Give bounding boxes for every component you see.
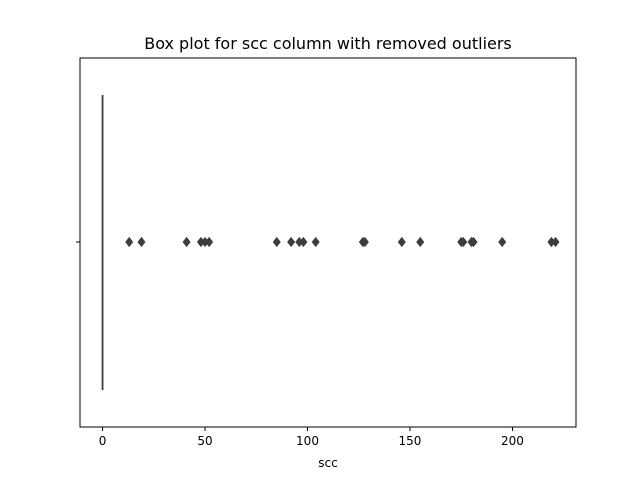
outlier-point [459, 236, 468, 248]
outlier-point [125, 236, 134, 248]
x-tick-label: 50 [197, 434, 212, 448]
outlier-point [137, 236, 146, 248]
outlier-point [469, 236, 478, 248]
outlier-point [416, 236, 425, 248]
x-tick-label: 0 [99, 434, 107, 448]
outlier-point [397, 236, 406, 248]
x-axis-ticks: 0 50 100 150 200 [99, 427, 524, 448]
outlier-point [205, 236, 214, 248]
outlier-point [360, 236, 369, 248]
outlier-point [182, 236, 191, 248]
plot-area [101, 95, 560, 390]
chart-title: Box plot for scc column with removed out… [144, 34, 512, 53]
x-axis-label: scc [318, 456, 337, 470]
outlier-point [287, 236, 296, 248]
outlier-point [311, 236, 320, 248]
outlier-point [299, 236, 308, 248]
outlier-point [272, 236, 281, 248]
outlier-point [551, 236, 560, 248]
x-tick-label: 100 [296, 434, 319, 448]
x-tick-label: 200 [501, 434, 524, 448]
outlier-point [498, 236, 507, 248]
x-tick-label: 150 [399, 434, 422, 448]
